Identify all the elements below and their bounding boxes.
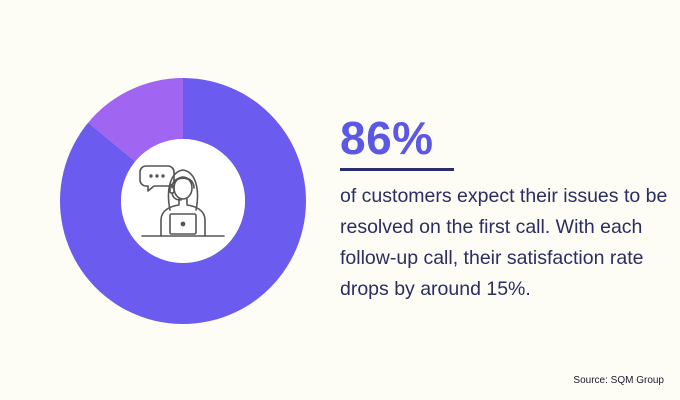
stat-block: 86% of customers expect their issues to …	[340, 112, 670, 305]
donut-hole	[121, 139, 245, 263]
stat-value: 86%	[340, 112, 434, 164]
support-agent-icon	[139, 165, 225, 237]
donut-slice-2	[88, 78, 183, 162]
donut-chart-svg	[60, 78, 306, 324]
donut-slice-1	[60, 78, 306, 324]
donut-chart	[60, 78, 306, 324]
stat-underline	[340, 168, 454, 171]
source-credit: Source: SQM Group	[573, 375, 664, 386]
stat-description: of customers expect their issues to be r…	[340, 185, 668, 300]
